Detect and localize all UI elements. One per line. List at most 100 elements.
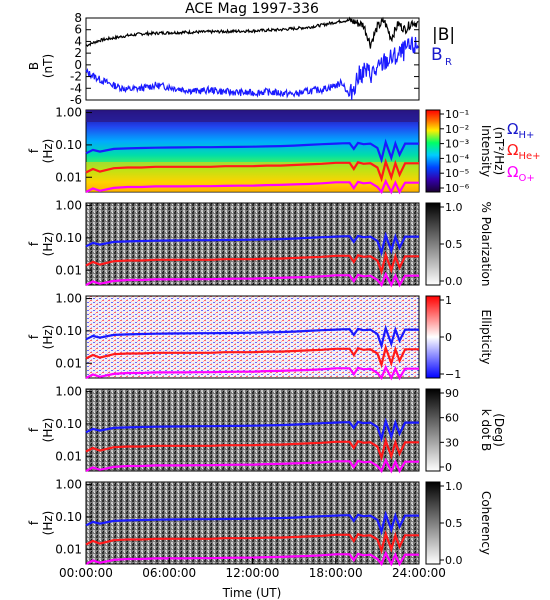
ellipticity-colorbar-label: −1 [445,368,461,381]
bfield-ylabel-unit: (nT) [41,54,55,78]
ellipticity-ytick-label: 1.00 [55,292,82,306]
legend-br: B [431,45,443,65]
coherency-ytick-label: 0.01 [55,542,82,556]
spectrogram-panels: 1.000.100.01f (Hz)10⁻¹10⁻²10⁻³10⁻⁴10⁻⁵10⁻… [27,106,506,567]
ellipticity-colorbar-label: 1 [445,294,452,307]
x-tick-label: 12:00:00 [226,566,280,580]
bfield-ytick-label: -2 [70,70,82,84]
ellipticity-ytick-label: 0.10 [55,324,82,338]
panel-ellipticity: 1.00 0.10 0.01 f (Hz) 1 0 −1 Ellipticity [27,292,493,381]
br-series-line [85,36,419,101]
intensity-colorbar-title: (nT²/Hz) [492,127,506,175]
intensity-colorbar-label: 10⁻² [445,123,469,136]
bfield-ytick-label: 0 [74,58,82,72]
intensity-ytick-label: 0.10 [55,138,82,152]
intensity-ytick-label: 0.01 [55,170,82,184]
ellipticity-colorbar-label: 0 [445,331,452,344]
ellipticity-colorbar [425,295,441,379]
polarization-colorbar-label: 1.0 [445,201,463,214]
x-tick-label: 06:00:00 [142,566,196,580]
intensity-colorbar-label: 10⁻⁵ [445,167,469,180]
intensity-colorbar-label: 10⁻¹ [445,108,469,121]
kdotb-gyro-he-plus-line [85,437,419,462]
coherency-gyro-he-plus-line [85,530,419,555]
bmag-series-line [85,16,419,49]
panel-intensity: 1.00 0.10 0.01 f (Hz) 10⁻¹ 10⁻² 10⁻³10⁻⁴ 10⁻⁵ 10⁻… [27,106,506,195]
kdotb-colorbar-title: k dot B [479,409,493,451]
kdotb-gyro-h-plus-line [85,417,419,443]
polarization-ytick-label: 0.10 [55,231,82,245]
x-tick-label: 00:00:00 [59,566,113,580]
coherency-ytick-label: 0.10 [55,510,82,524]
figure-title: ACE Mag 1997-336 [185,1,319,17]
polarization-gyro-he-plus-line [85,251,419,276]
polarization-gyro-o-plus-line [85,271,419,288]
kdotb-plot-area [85,388,420,472]
legend-br-subscript: R [445,57,452,68]
ellipticity-ytick-label: 0.01 [55,356,82,370]
polarization-colorbar [425,202,441,286]
panel-coherency: 1.00 0.10 0.01 f (Hz) 1.0 0.5 0.0 Coherency [27,478,493,567]
kdotb-gyro-o-plus-line [85,457,419,474]
coherency-colorbar [425,481,441,565]
intensity-ytick-label: 1.00 [55,106,82,120]
kdotb-colorbar-label: 90 [445,387,459,400]
coherency-gyro-o-plus-line [85,550,419,567]
polarization-colorbar-label: 0.0 [445,275,463,288]
bfield-ytick-label: 2 [74,46,82,60]
intensity-gyro-he-plus-line [85,158,419,183]
intensity-ylabel-unit: (Hz) [41,139,55,164]
coherency-gyro-h-plus-line [85,510,419,536]
bfield-ytick-label: 6 [74,23,82,37]
coherency-ylabel-f: f [27,520,41,525]
bfield-ytick-label: -4 [70,81,82,95]
kdotb-ytick-label: 1.00 [55,385,82,399]
polarization-ytick-label: 0.01 [55,263,82,277]
polarization-plot-area [85,202,420,286]
intensity-gyro-o-plus-line [85,178,419,195]
x-tick-label: 18:00:00 [309,566,363,580]
x-axis: 00:00:00 06:00:00 12:00:00 18:00:00 24:00:00 [59,558,446,580]
polarization-colorbar-label: 0.5 [445,238,463,251]
intensity-colorbar-label: 10⁻⁴ [445,152,470,165]
intensity-colorbar [425,109,441,193]
polarization-colorbar-title: % Polarization [479,202,493,287]
intensity-colorbar-label: 10⁻³ [445,138,469,151]
ellipticity-ylabel-f: f [27,334,41,339]
legend-bmag: |B| [432,25,455,45]
coherency-ytick-label: 1.00 [55,478,82,492]
gyro-label-h: ΩH+ [507,120,534,141]
kdotb-colorbar-label: 60 [445,412,459,425]
polarization-gyro-h-plus-line [85,231,419,257]
gyro-labels: ΩH+ ΩHe+ ΩO+ [507,120,541,184]
kdotb-ylabel-unit: (Hz) [41,418,55,443]
coherency-colorbar-label: 0.0 [445,554,463,567]
coherency-ylabel-unit: (Hz) [41,511,55,536]
bfield-ylabel-b: B [27,62,41,70]
kdotb-colorbar [425,388,441,472]
bfield-ytick-label: 8 [74,11,82,25]
ellipticity-ylabel-unit: (Hz) [41,325,55,350]
coherency-colorbar-label: 0.5 [445,517,463,530]
kdotb-colorbar-label: 0 [445,461,452,474]
coherency-colorbar-label: 1.0 [445,480,463,493]
ellipticity-gyro-o-plus-line [85,364,419,381]
intensity-colorbar-title: Intensity [479,125,493,177]
intensity-high-band [86,110,419,122]
panel-polarization: 1.00 0.10 0.01 f (Hz) 1.0 0.5 0.0 % Polarization [27,199,493,288]
ellipticity-plot-area [85,295,420,379]
ellipticity-gyro-he-plus-line [85,344,419,369]
coherency-colorbar-title: Coherency [479,491,493,555]
intensity-gyro-h-plus-line [85,138,419,164]
ellipticity-colorbar-title: Ellipticity [479,310,493,365]
x-tick-label: 24:00:00 [392,566,446,580]
intensity-ylabel-f: f [27,148,41,153]
coherency-plot-area [85,481,420,565]
kdotb-colorbar-label: 30 [445,436,459,449]
gyro-label-o: ΩO+ [507,163,535,184]
polarization-ylabel-f: f [27,241,41,246]
kdotb-ylabel-f: f [27,427,41,432]
